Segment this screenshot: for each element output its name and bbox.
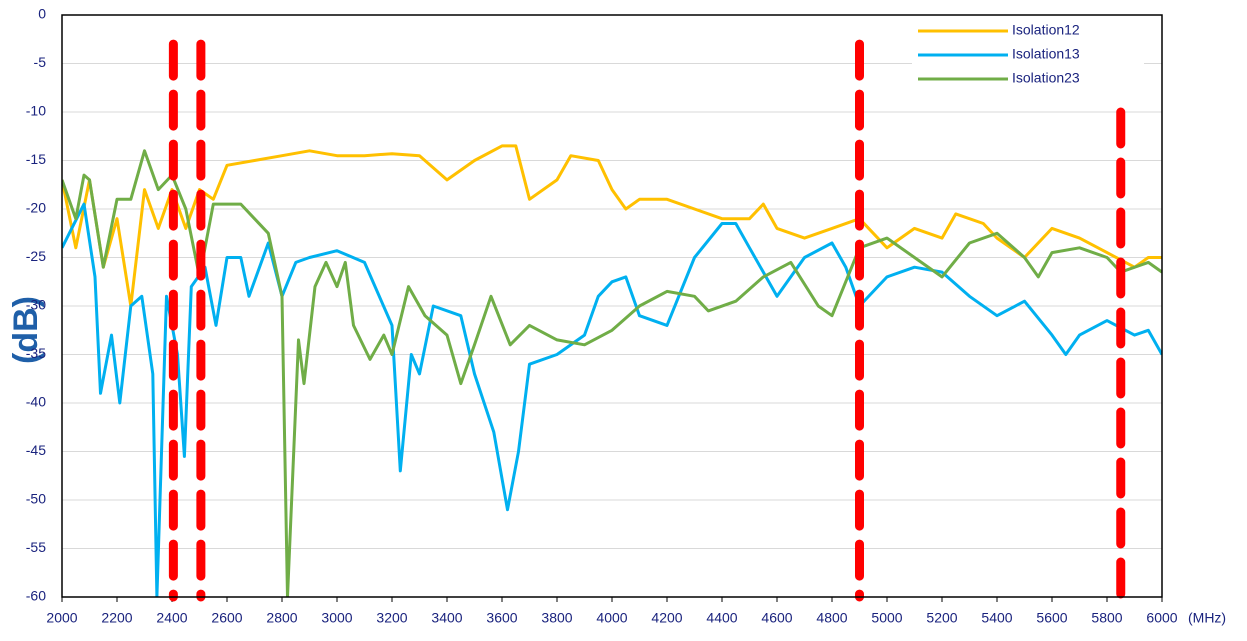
x-tick-label: 2000	[46, 610, 77, 626]
x-tick-label: 4000	[596, 610, 627, 626]
y-tick-label: 0	[38, 6, 46, 22]
x-tick-label: 5200	[926, 610, 957, 626]
y-tick-label: -35	[26, 345, 46, 361]
x-tick-label: 6000	[1146, 610, 1177, 626]
x-tick-label: 3200	[376, 610, 407, 626]
plot-frame	[61, 14, 1163, 598]
x-tick-label: 3400	[431, 610, 462, 626]
x-tick-label: 5400	[981, 610, 1012, 626]
x-tick-label: 5800	[1091, 610, 1122, 626]
legend-label: Isolation23	[1012, 70, 1080, 86]
series-line	[62, 149, 1162, 597]
y-tick-label: -20	[26, 200, 46, 216]
y-tick-label: -55	[26, 539, 46, 555]
x-tick-label: 2200	[101, 610, 132, 626]
y-tick-label: -15	[26, 151, 46, 167]
x-tick-label: 2400	[156, 610, 187, 626]
y-axis-label: (dB)	[7, 296, 45, 364]
x-tick-label: 3800	[541, 610, 572, 626]
series-line	[62, 144, 1162, 308]
x-tick-label: 5600	[1036, 610, 1067, 626]
x-axis-unit: (MHz)	[1188, 610, 1226, 626]
y-tick-label: -25	[26, 248, 46, 264]
x-tick-label: 4800	[816, 610, 847, 626]
legend-label: Isolation12	[1012, 22, 1080, 38]
y-tick-label: -30	[26, 297, 46, 313]
x-tick-label: 4200	[651, 610, 682, 626]
y-tick-label: -40	[26, 394, 46, 410]
x-tick-label: 2600	[211, 610, 242, 626]
y-tick-label: -10	[26, 103, 46, 119]
y-tick-label: -60	[26, 588, 46, 604]
series-line	[62, 202, 1162, 597]
x-tick-label: 2800	[266, 610, 297, 626]
x-tick-label: 4400	[706, 610, 737, 626]
y-tick-label: -45	[26, 442, 46, 458]
legend-label: Isolation13	[1012, 46, 1080, 62]
x-tick-label: 3600	[486, 610, 517, 626]
y-tick-label: -5	[34, 54, 47, 70]
y-tick-label: -50	[26, 491, 46, 507]
x-tick-label: 5000	[871, 610, 902, 626]
x-tick-label: 4600	[761, 610, 792, 626]
x-tick-label: 3000	[321, 610, 352, 626]
